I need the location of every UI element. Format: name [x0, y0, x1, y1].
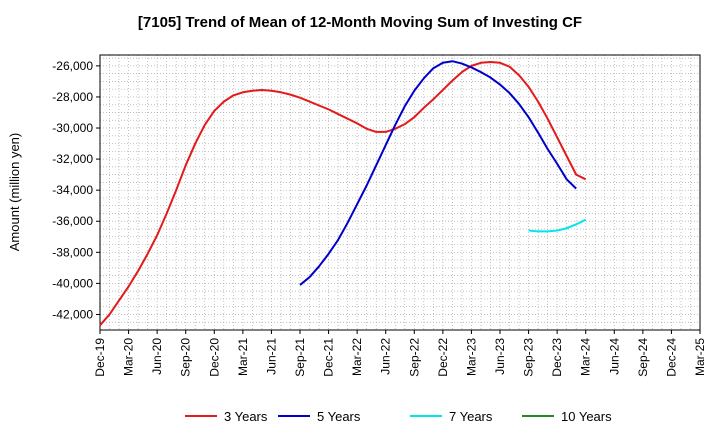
y-tick-label: -42,000 — [52, 307, 93, 321]
series-line-5-years — [299, 60, 577, 286]
x-tick-label: Dec-20 — [207, 338, 221, 377]
x-axis: Dec-19 Mar-20 Jun-20 Sep-20 Dec-20 Mar-21 Jun-… — [93, 330, 707, 377]
x-tick-label: Jun-21 — [264, 338, 278, 375]
x-tick-label: Sep-20 — [179, 338, 193, 377]
y-axis-title: Amount (million yen) — [7, 133, 22, 252]
y-tick-label: -38,000 — [52, 245, 93, 259]
y-tick-label: -26,000 — [52, 59, 93, 73]
y-tick-label: -30,000 — [52, 121, 93, 135]
x-tick-label: Mar-23 — [464, 338, 478, 376]
y-tick-label: -28,000 — [52, 90, 93, 104]
x-tick-label: Sep-24 — [636, 338, 650, 377]
x-tick-label: Mar-25 — [693, 338, 707, 376]
x-tick-label: Dec-21 — [322, 338, 336, 377]
x-tick-label: Mar-20 — [122, 338, 136, 376]
plot-frame — [99, 54, 701, 331]
y-tick-label: -40,000 — [52, 276, 93, 290]
series-line-3-years — [99, 60, 587, 326]
series-lines — [99, 60, 587, 326]
legend: 3 Years 5 Years 7 Years 10 Years — [185, 409, 612, 424]
y-tick-label: -34,000 — [52, 183, 93, 197]
x-tick-label: Jun-24 — [607, 338, 621, 375]
x-tick-label: Jun-20 — [150, 338, 164, 375]
x-tick-label: Sep-22 — [407, 338, 421, 377]
x-tick-label: Dec-19 — [93, 338, 107, 377]
x-tick-label: Sep-21 — [293, 338, 307, 377]
x-tick-label: Jun-23 — [493, 338, 507, 375]
y-tick-label: -36,000 — [52, 214, 93, 228]
plot-area — [100, 55, 700, 330]
y-tick-label: -32,000 — [52, 152, 93, 166]
legend-label-3-years: 3 Years — [224, 409, 268, 424]
x-tick-label: Jun-22 — [379, 338, 393, 375]
legend-label-10-years: 10 Years — [561, 409, 612, 424]
y-axis: -26,000 -28,000 -30,000 -32,000 -34,000 -36,0… — [52, 59, 100, 321]
series-line-7-years — [528, 218, 587, 233]
grid-lines — [100, 55, 700, 331]
x-tick-label: Dec-22 — [436, 338, 450, 377]
legend-label-5-years: 5 Years — [317, 409, 361, 424]
legend-label-7-years: 7 Years — [449, 409, 493, 424]
x-tick-label: Dec-24 — [664, 338, 678, 377]
x-tick-label: Sep-23 — [522, 338, 536, 377]
x-tick-label: Mar-21 — [236, 338, 250, 376]
x-tick-label: Mar-24 — [579, 338, 593, 376]
x-tick-label: Mar-22 — [350, 338, 364, 376]
x-tick-label: Dec-23 — [550, 338, 564, 377]
chart-title: [7105] Trend of Mean of 12-Month Moving … — [137, 14, 583, 31]
